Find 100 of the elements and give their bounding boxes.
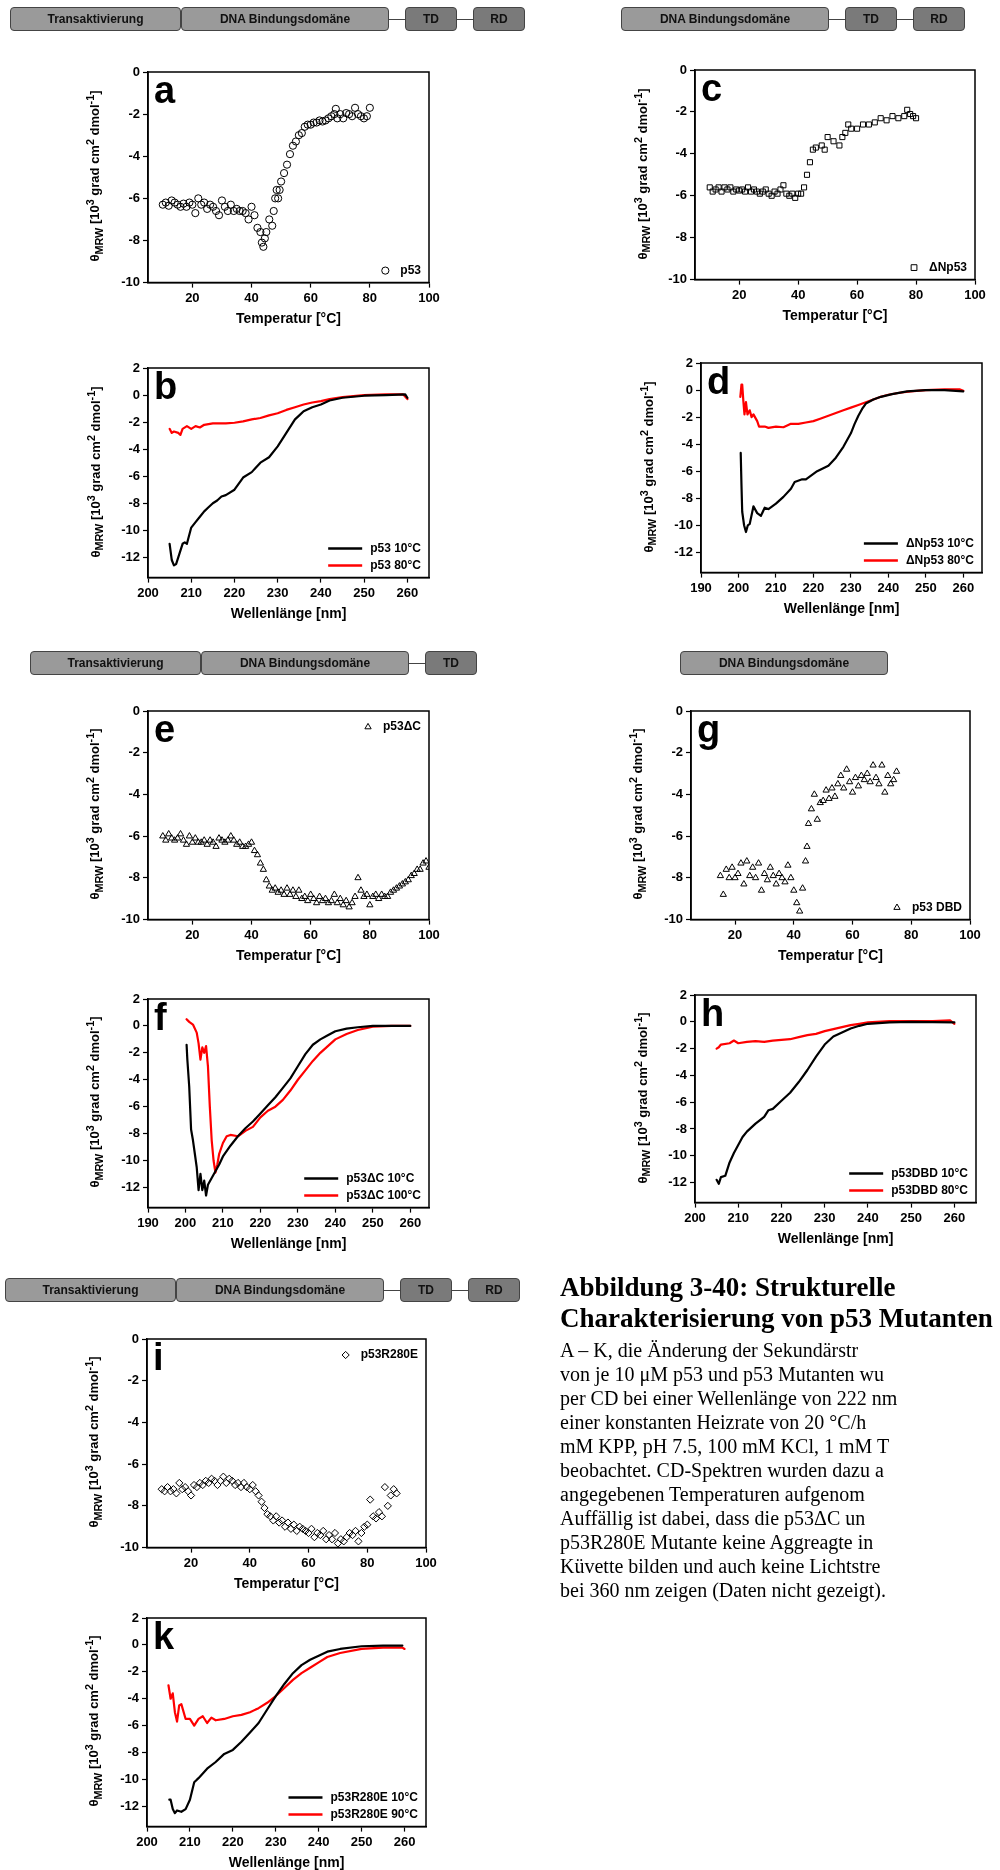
x-tick-label: 260 bbox=[393, 1833, 416, 1849]
domain-diagram: DNA Bindungsdomäne bbox=[680, 650, 888, 676]
y-tick-label: -8 bbox=[681, 489, 693, 505]
x-axis-title: Wellenlänge [nm] bbox=[228, 1854, 345, 1870]
x-tick-label: 20 bbox=[185, 926, 200, 942]
x-tick-label: 260 bbox=[399, 1214, 422, 1230]
domain-diagram: Transaktivierung DNA Bindungsdomäne TD RD bbox=[5, 1277, 520, 1303]
x-tick-label: 20 bbox=[727, 926, 743, 942]
legend-label: p53R280E 90°C bbox=[330, 1806, 419, 1821]
point bbox=[824, 134, 831, 141]
y-tick-label: -2 bbox=[128, 413, 140, 429]
x-tick-label: 60 bbox=[303, 289, 318, 305]
x-tick-label: 80 bbox=[908, 286, 924, 302]
text: p53R280E Mutante keine Aggreagte in bbox=[560, 1530, 875, 1554]
x-tick-label: 60 bbox=[303, 926, 318, 942]
y-tick-label: -8 bbox=[675, 1120, 687, 1136]
legend-label: p53 DBD bbox=[911, 899, 963, 914]
point bbox=[756, 190, 763, 197]
y-tick-label: 0 bbox=[679, 1013, 687, 1029]
y-tick-label: -8 bbox=[128, 232, 140, 248]
y-tick-label: -4 bbox=[128, 440, 141, 456]
y-tick-label: -4 bbox=[681, 435, 694, 451]
x-tick-label: 230 bbox=[287, 1214, 309, 1230]
y-tick-label: -12 bbox=[121, 1178, 140, 1194]
point bbox=[818, 142, 825, 149]
y-tick-label: -10 bbox=[674, 516, 693, 532]
y-tick-label: -4 bbox=[127, 1414, 140, 1430]
point bbox=[806, 159, 813, 166]
legend-label: ΔNp53 10°C bbox=[905, 535, 975, 550]
point bbox=[792, 194, 799, 201]
x-tick-label: 20 bbox=[731, 286, 747, 302]
y-tick-label: -2 bbox=[675, 1040, 687, 1056]
point bbox=[768, 192, 775, 199]
point bbox=[762, 186, 769, 193]
x-tick-label: 40 bbox=[790, 286, 806, 302]
x-tick-label: 200 bbox=[684, 1209, 706, 1225]
y-tick-label: -8 bbox=[671, 869, 683, 885]
y-tick-label: -4 bbox=[128, 786, 141, 802]
x-tick-label: 80 bbox=[362, 926, 378, 942]
text: A – K, die Änderung der Sekundärstr bbox=[560, 1338, 860, 1362]
x-tick-label: 220 bbox=[249, 1214, 272, 1230]
chart-title: h bbox=[701, 992, 725, 1035]
y-tick-label: -8 bbox=[128, 869, 140, 885]
y-tick-label: -8 bbox=[127, 1744, 139, 1760]
y-tick-label: -10 bbox=[120, 1771, 139, 1787]
x-tick-label: 100 bbox=[964, 286, 986, 302]
legend-label: p53DBD 10°C bbox=[891, 1165, 969, 1180]
y-tick-label: -12 bbox=[668, 1174, 687, 1190]
point bbox=[753, 188, 760, 195]
domain-diagram: Transaktivierung DNA Bindungsdomäne TD RD bbox=[10, 6, 525, 32]
x-tick-label: 250 bbox=[353, 584, 376, 600]
point bbox=[765, 190, 772, 197]
point bbox=[865, 121, 872, 128]
point bbox=[809, 146, 816, 153]
y-tick-label: 0 bbox=[679, 61, 687, 77]
y-tick-label: -6 bbox=[128, 467, 140, 483]
x-tick-label: 260 bbox=[943, 1209, 966, 1225]
y-tick-label: -4 bbox=[671, 786, 684, 802]
y-tick-label: -4 bbox=[127, 1690, 140, 1706]
y-tick-label: -2 bbox=[681, 408, 693, 424]
x-tick-label: 200 bbox=[727, 579, 750, 595]
y-tick-label: -2 bbox=[127, 1663, 139, 1679]
x-tick-label: 250 bbox=[900, 1209, 923, 1225]
y-tick-label: -12 bbox=[674, 543, 693, 559]
point bbox=[842, 129, 849, 136]
x-tick-label: 60 bbox=[849, 286, 865, 302]
legend-label: p53ΔC bbox=[383, 719, 422, 734]
y-tick-label: -4 bbox=[128, 1071, 141, 1087]
point bbox=[798, 190, 805, 197]
x-tick-label: 210 bbox=[212, 1214, 234, 1230]
point bbox=[830, 138, 837, 145]
point bbox=[904, 106, 911, 113]
point bbox=[715, 184, 722, 191]
point bbox=[877, 115, 884, 122]
y-tick-label: -6 bbox=[671, 827, 683, 843]
x-tick-label: 100 bbox=[959, 926, 981, 942]
x-tick-label: 220 bbox=[770, 1209, 793, 1225]
point bbox=[889, 113, 896, 120]
point bbox=[786, 192, 793, 199]
y-tick-label: 0 bbox=[131, 1636, 139, 1652]
x-tick-label: 210 bbox=[179, 1833, 201, 1849]
chart-title: b bbox=[154, 365, 178, 408]
y-tick-label: 0 bbox=[132, 702, 140, 718]
x-axis-title: Temperatur [°C] bbox=[782, 307, 888, 324]
point bbox=[783, 190, 790, 197]
x-tick-label: 230 bbox=[266, 584, 289, 600]
y-tick-label: -6 bbox=[681, 462, 693, 478]
domain-diagram: DNA Bindungsdomäne TD RD bbox=[621, 6, 965, 32]
x-tick-label: 200 bbox=[136, 1833, 158, 1849]
y-tick-label: -10 bbox=[121, 1152, 140, 1168]
x-tick-label: 260 bbox=[952, 579, 975, 595]
point bbox=[745, 184, 752, 191]
y-tick-label: -10 bbox=[121, 911, 140, 927]
y-tick-label: -8 bbox=[127, 1497, 139, 1513]
point bbox=[795, 190, 802, 197]
y-tick-label: -6 bbox=[675, 1093, 687, 1109]
y-tick-label: 0 bbox=[132, 63, 140, 79]
point bbox=[859, 121, 867, 128]
y-tick-label: -10 bbox=[120, 1539, 139, 1555]
x-tick-label: 190 bbox=[690, 579, 712, 595]
